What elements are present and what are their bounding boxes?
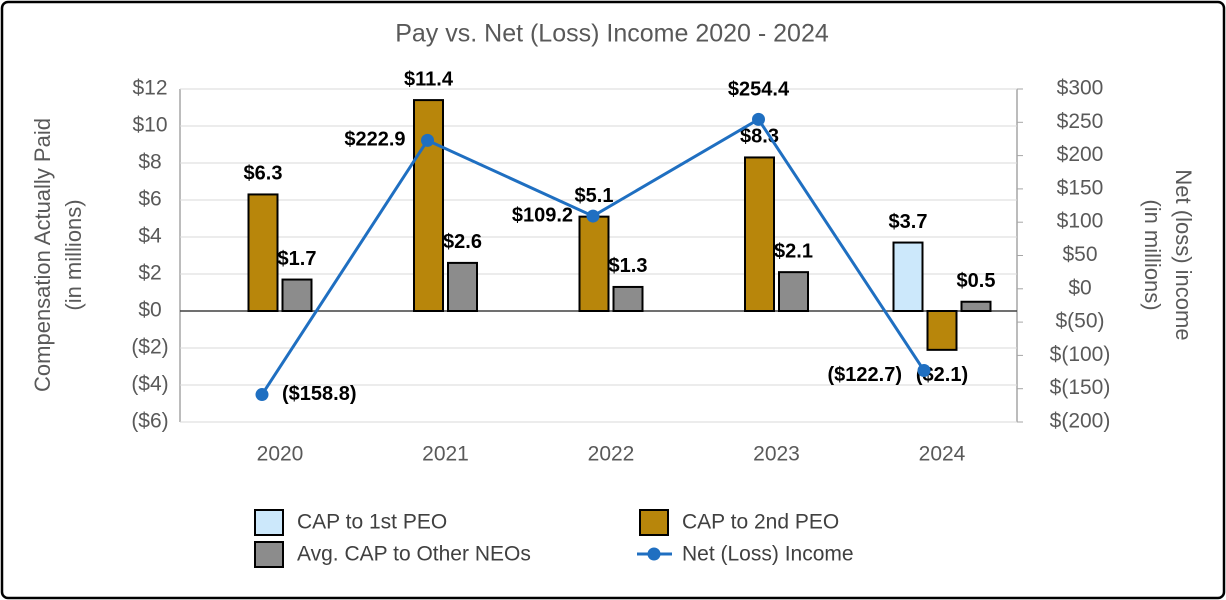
legend-swatch <box>639 509 669 536</box>
bar <box>447 261 478 312</box>
y2-axis-title: Net (loss) income <box>1171 169 1196 340</box>
y2-tick-label: $200 <box>1057 143 1104 166</box>
chart-title: Pay vs. Net (Loss) Income 2020 - 2024 <box>395 20 829 48</box>
legend-label: CAP to 1st PEO <box>297 511 447 534</box>
y2-tick-label: $150 <box>1057 176 1104 199</box>
line-point <box>586 209 600 223</box>
y2-axis-title: (in millions) <box>1140 199 1165 310</box>
bar-value-label: $0.5 <box>957 270 996 292</box>
legend-label: Avg. CAP to Other NEOs <box>297 543 531 566</box>
x-tick-label: 2020 <box>257 443 304 466</box>
line-value-label: ($158.8) <box>282 383 357 405</box>
bar-value-label: $2.6 <box>443 231 482 253</box>
bar <box>612 285 644 313</box>
legend-label: CAP to 2nd PEO <box>682 511 839 534</box>
line-point <box>421 133 434 147</box>
y2-tick-label: $0 <box>1068 276 1091 299</box>
y-axis-title: Compensation Actually Paid <box>30 118 55 392</box>
y-tick-label: ($6) <box>131 410 168 433</box>
y2-tick-label: $(50) <box>1055 310 1104 333</box>
line-value-label: $254.4 <box>728 79 790 101</box>
bar <box>578 215 610 312</box>
line-point <box>255 388 269 402</box>
y-tick-label: $6 <box>138 188 161 211</box>
y2-tick-label: $50 <box>1062 243 1097 266</box>
bar <box>892 241 924 312</box>
line-value-label: $109.2 <box>512 204 573 226</box>
bar-value-label: $2.1 <box>774 240 813 262</box>
legend-swatch <box>647 547 661 561</box>
bar-value-label: $8.3 <box>740 126 779 148</box>
bar <box>744 156 775 312</box>
y-tick-label: $12 <box>132 77 167 100</box>
y2-tick-label: $300 <box>1057 77 1104 100</box>
line-point <box>752 112 765 126</box>
y-tick-label: $4 <box>138 225 162 248</box>
bar <box>778 271 809 312</box>
legend-swatch <box>254 509 284 536</box>
bar <box>413 99 444 312</box>
y-tick-label: ($2) <box>131 336 168 359</box>
bar-value-label: $1.7 <box>278 248 317 270</box>
line-value-label: ($122.7) <box>828 364 903 386</box>
y2-tick-label: $250 <box>1057 110 1104 133</box>
bar-value-label: $1.3 <box>609 255 648 277</box>
y-tick-label: $2 <box>138 262 161 285</box>
x-tick-label: 2021 <box>422 443 469 466</box>
y-tick-label: ($4) <box>131 373 168 396</box>
line-point <box>917 364 931 378</box>
bar <box>960 300 992 312</box>
y-tick-label: $0 <box>138 299 161 322</box>
bar <box>247 193 279 312</box>
bar-value-label: $5.1 <box>575 185 614 207</box>
y-tick-label: $8 <box>138 151 161 174</box>
bar <box>926 310 958 351</box>
y2-tick-label: $(200) <box>1050 410 1111 433</box>
bar-value-label: $6.3 <box>244 163 283 185</box>
x-tick-label: 2024 <box>919 443 966 466</box>
y-axis-title: (in millions) <box>61 199 86 310</box>
bar <box>281 278 313 312</box>
bar-value-label: $11.4 <box>404 68 454 90</box>
legend-swatch <box>254 541 284 568</box>
bar-value-label: $3.7 <box>889 211 928 233</box>
y2-tick-label: $(150) <box>1050 376 1111 399</box>
y-tick-label: $10 <box>132 114 167 137</box>
y2-tick-label: $(100) <box>1050 343 1111 366</box>
legend-label: Net (Loss) Income <box>682 543 854 566</box>
x-tick-label: 2023 <box>753 443 800 466</box>
line-value-label: $222.9 <box>344 129 405 151</box>
x-tick-label: 2022 <box>588 443 635 466</box>
y2-tick-label: $100 <box>1057 210 1104 233</box>
